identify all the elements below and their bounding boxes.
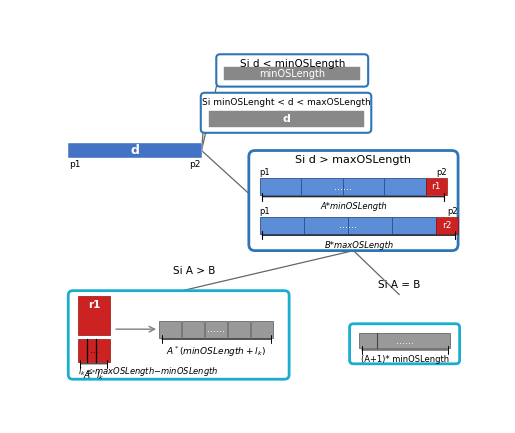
Text: r1: r1 — [88, 301, 100, 310]
Text: ...: ... — [90, 346, 98, 355]
Text: d: d — [282, 114, 290, 124]
Text: p2: p2 — [437, 168, 447, 178]
Text: r1: r1 — [432, 182, 441, 191]
Bar — [348, 217, 392, 234]
FancyBboxPatch shape — [249, 151, 458, 251]
Bar — [68, 143, 201, 158]
Bar — [251, 321, 273, 338]
Bar — [182, 321, 204, 338]
FancyBboxPatch shape — [350, 324, 459, 364]
Text: p2: p2 — [448, 207, 458, 216]
Text: Si minOSLenght < d < maxOSLength: Si minOSLenght < d < maxOSLength — [202, 97, 370, 107]
Text: p1: p1 — [260, 168, 270, 178]
Text: r2: r2 — [442, 221, 452, 230]
Bar — [342, 178, 384, 195]
Bar — [78, 339, 110, 362]
Text: $l_k \leq maxOSLength\mathsf{-} minOSLength$: $l_k \leq maxOSLength\mathsf{-} minOSLen… — [78, 365, 218, 378]
Text: $A^*l_k$: $A^*l_k$ — [83, 368, 105, 382]
Bar — [260, 217, 304, 234]
Text: Si A = B: Si A = B — [378, 280, 420, 290]
Text: ......: ...... — [396, 336, 414, 346]
Bar — [384, 178, 425, 195]
Text: $A^*(minOSLength+ l_k)$: $A^*(minOSLength+ l_k)$ — [166, 345, 266, 359]
FancyBboxPatch shape — [201, 93, 371, 133]
Bar — [209, 111, 364, 126]
Text: Si A > B: Si A > B — [174, 266, 216, 276]
FancyBboxPatch shape — [216, 54, 368, 87]
Bar — [260, 178, 301, 195]
Text: Si d < minOSLength: Si d < minOSLength — [239, 58, 345, 68]
Bar — [301, 178, 342, 195]
Text: Si d > maxOSLength: Si d > maxOSLength — [296, 155, 411, 165]
Text: ......: ...... — [339, 220, 357, 230]
Bar — [228, 321, 250, 338]
Bar — [436, 217, 458, 234]
Text: p1: p1 — [69, 160, 80, 169]
Text: ......: ...... — [334, 182, 352, 192]
Text: (A+1)* minOSLength: (A+1)* minOSLength — [360, 355, 449, 364]
Bar — [304, 217, 348, 234]
Text: minOSLength: minOSLength — [259, 69, 325, 79]
Bar — [392, 217, 436, 234]
Bar — [159, 321, 181, 338]
FancyBboxPatch shape — [68, 291, 289, 379]
Bar — [205, 321, 227, 338]
Bar — [224, 68, 360, 81]
Bar — [359, 333, 450, 349]
Bar — [78, 296, 110, 335]
Text: p2: p2 — [190, 160, 201, 169]
Bar — [425, 178, 447, 195]
Text: B*maxOSLength: B*maxOSLength — [324, 241, 393, 249]
Text: d: d — [130, 144, 140, 157]
Text: ......: ...... — [207, 324, 225, 334]
Text: A*minOSLength: A*minOSLength — [320, 202, 387, 211]
Text: p1: p1 — [260, 207, 270, 216]
